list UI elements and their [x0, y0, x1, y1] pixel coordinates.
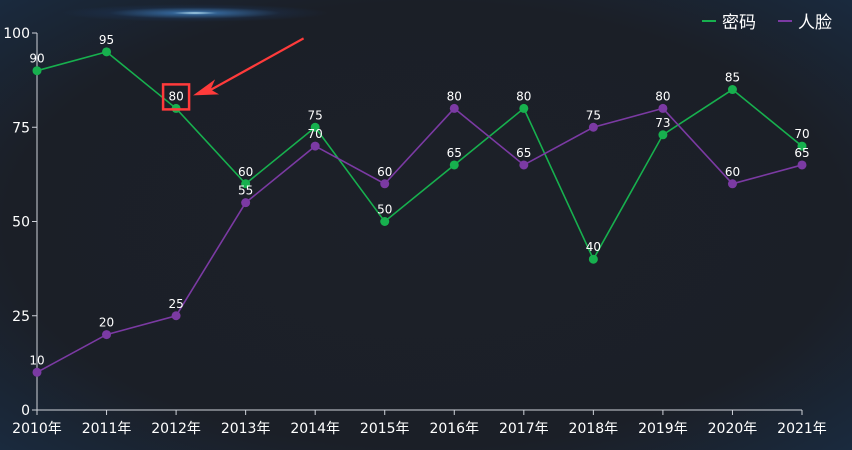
data-point [380, 179, 390, 189]
axes-group: 0 25 50 75 100 2010年 2011年 2012年 2013年 2014年 2015年… [3, 26, 827, 437]
data-point [658, 103, 668, 113]
data-point [310, 122, 320, 132]
series-group: 90 95 80 60 75 50 65 80 40 73 85 70 10 20 25 55 70 60 80 65… [29, 33, 810, 377]
data-label: 65 [794, 146, 809, 160]
data-label: 75 [586, 108, 601, 122]
legend-item-mima[interactable]: 密码 [702, 8, 756, 33]
data-point [32, 367, 42, 377]
highlight-arrow [193, 37, 305, 96]
y-tick-label: 25 [12, 309, 30, 325]
x-tick-label: 2014年 [290, 421, 340, 437]
data-label: 80 [655, 89, 670, 103]
data-label: 25 [168, 297, 183, 311]
data-point [588, 122, 598, 132]
data-point [797, 141, 807, 151]
series-line [36, 107, 803, 374]
x-tick-label: 2020年 [708, 421, 758, 437]
y-tick-label: 0 [21, 403, 30, 419]
data-point [310, 141, 320, 151]
data-label: 55 [238, 184, 253, 198]
x-tick-label: 2011年 [82, 421, 132, 437]
legend-swatch-renlian [778, 19, 792, 22]
annotation-group [161, 37, 305, 111]
series-renlian: 10 20 25 55 70 60 80 65 75 80 60 65 [29, 89, 810, 377]
data-label: 65 [447, 146, 462, 160]
y-tick-label: 100 [3, 26, 30, 42]
data-label: 80 [447, 89, 462, 103]
x-tick-label: 2012年 [151, 421, 201, 437]
y-tick-label: 50 [12, 215, 30, 231]
data-label: 10 [29, 353, 44, 367]
data-label: 70 [308, 127, 323, 141]
data-point [32, 66, 42, 76]
data-label: 70 [794, 127, 809, 141]
data-label: 95 [99, 33, 114, 47]
data-point [519, 160, 529, 170]
highlight-box [161, 83, 191, 111]
data-label: 90 [29, 52, 44, 66]
data-point [449, 160, 459, 170]
data-point [727, 85, 737, 95]
series-mima: 90 95 80 60 75 50 65 80 40 73 85 70 [29, 33, 810, 264]
data-label: 85 [725, 71, 740, 85]
legend-item-renlian[interactable]: 人脸 [778, 8, 832, 33]
x-tick-label: 2016年 [429, 421, 479, 437]
data-point [727, 179, 737, 189]
data-point [102, 47, 112, 57]
data-label: 80 [516, 89, 531, 103]
x-tick-label: 2015年 [360, 421, 410, 437]
x-tick-label: 2018年 [569, 421, 619, 437]
data-label: 60 [238, 165, 253, 179]
data-label: 40 [586, 240, 601, 254]
data-point [449, 103, 459, 113]
legend-label-renlian: 人脸 [798, 13, 832, 33]
data-point [588, 254, 598, 264]
data-label: 75 [308, 108, 323, 122]
data-point [241, 179, 251, 189]
data-label: 20 [99, 316, 114, 330]
data-label: 60 [377, 165, 392, 179]
series-line [36, 50, 803, 261]
data-point [519, 103, 529, 113]
x-tick-label: 2019年 [638, 421, 688, 437]
data-point [171, 311, 181, 321]
data-point [658, 130, 668, 140]
legend-label-mima: 密码 [722, 13, 756, 33]
legend-swatch-mima [702, 19, 716, 22]
x-tick-label: 2021年 [777, 421, 827, 437]
x-tick-label: 2013年 [221, 421, 271, 437]
chart-legend: 密码 人脸 [702, 8, 832, 33]
data-point [102, 330, 112, 340]
data-label: 50 [377, 203, 392, 217]
data-point [241, 198, 251, 208]
data-point [797, 160, 807, 170]
data-label: 60 [725, 165, 740, 179]
x-tick-label: 2010年 [12, 421, 62, 437]
x-tick-label: 2017年 [499, 421, 549, 437]
data-label: 65 [516, 146, 531, 160]
data-label: 73 [655, 116, 670, 130]
y-tick-label: 75 [12, 120, 30, 136]
data-label: 80 [168, 89, 183, 103]
top-glow-decoration [60, 4, 330, 22]
data-point [380, 217, 390, 226]
